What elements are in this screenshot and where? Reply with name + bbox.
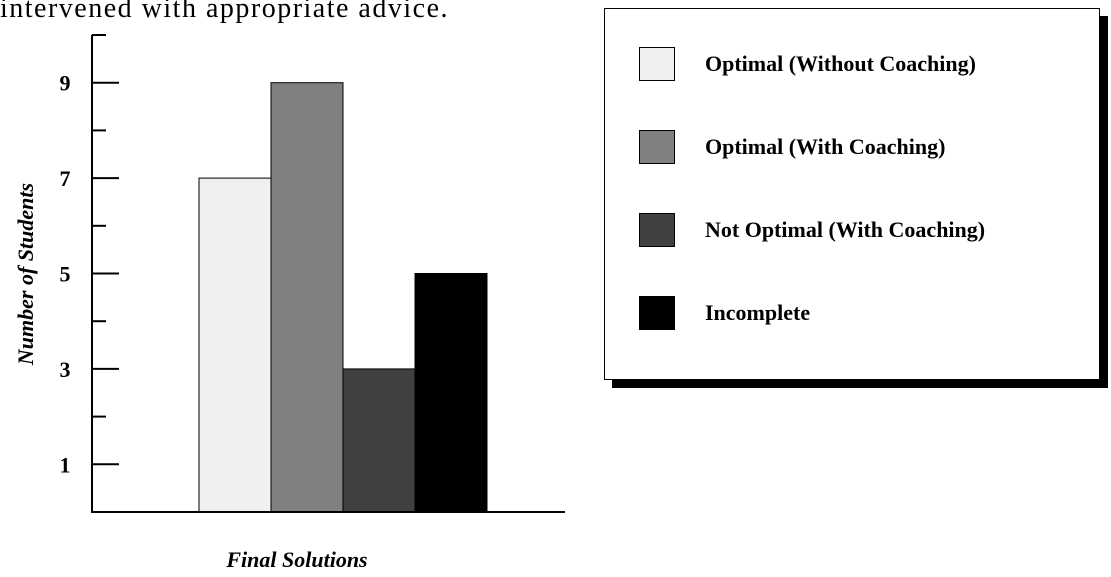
- y-tick-label: 1: [60, 452, 71, 477]
- bars: [198, 82, 488, 513]
- legend-entry: Optimal (Without Coaching): [639, 47, 976, 81]
- bar: [198, 177, 272, 513]
- legend-entry: Incomplete: [639, 296, 810, 330]
- y-axis-label: Number of Students: [13, 183, 38, 366]
- legend: Optimal (Without Coaching) Optimal (With…: [604, 8, 1100, 380]
- y-tick-label: 7: [60, 166, 71, 191]
- legend-label: Not Optimal (With Coaching): [705, 217, 986, 242]
- legend-entry: Not Optimal (With Coaching): [639, 213, 985, 247]
- bar: [270, 82, 344, 513]
- bar: [342, 368, 416, 513]
- bar: [414, 273, 488, 513]
- page-header-fragment: intervened with appropriate advice.: [0, 0, 449, 24]
- legend-entry: Optimal (With Coaching): [639, 130, 945, 164]
- legend-swatch: [639, 296, 675, 330]
- legend-label: Optimal (Without Coaching): [705, 51, 976, 76]
- x-axis-label: Final Solutions: [225, 547, 367, 572]
- y-axis-ticks: 1 3 5 7 9: [60, 34, 119, 477]
- y-tick-label: 5: [60, 262, 71, 287]
- legend-label: Optimal (With Coaching): [705, 134, 946, 159]
- y-tick-label: 3: [60, 357, 71, 382]
- legend-swatch: [639, 47, 675, 81]
- y-tick-label: 9: [60, 71, 71, 96]
- legend-label: Incomplete: [705, 300, 811, 325]
- legend-swatch: [639, 213, 675, 247]
- legend-swatch: [639, 130, 675, 164]
